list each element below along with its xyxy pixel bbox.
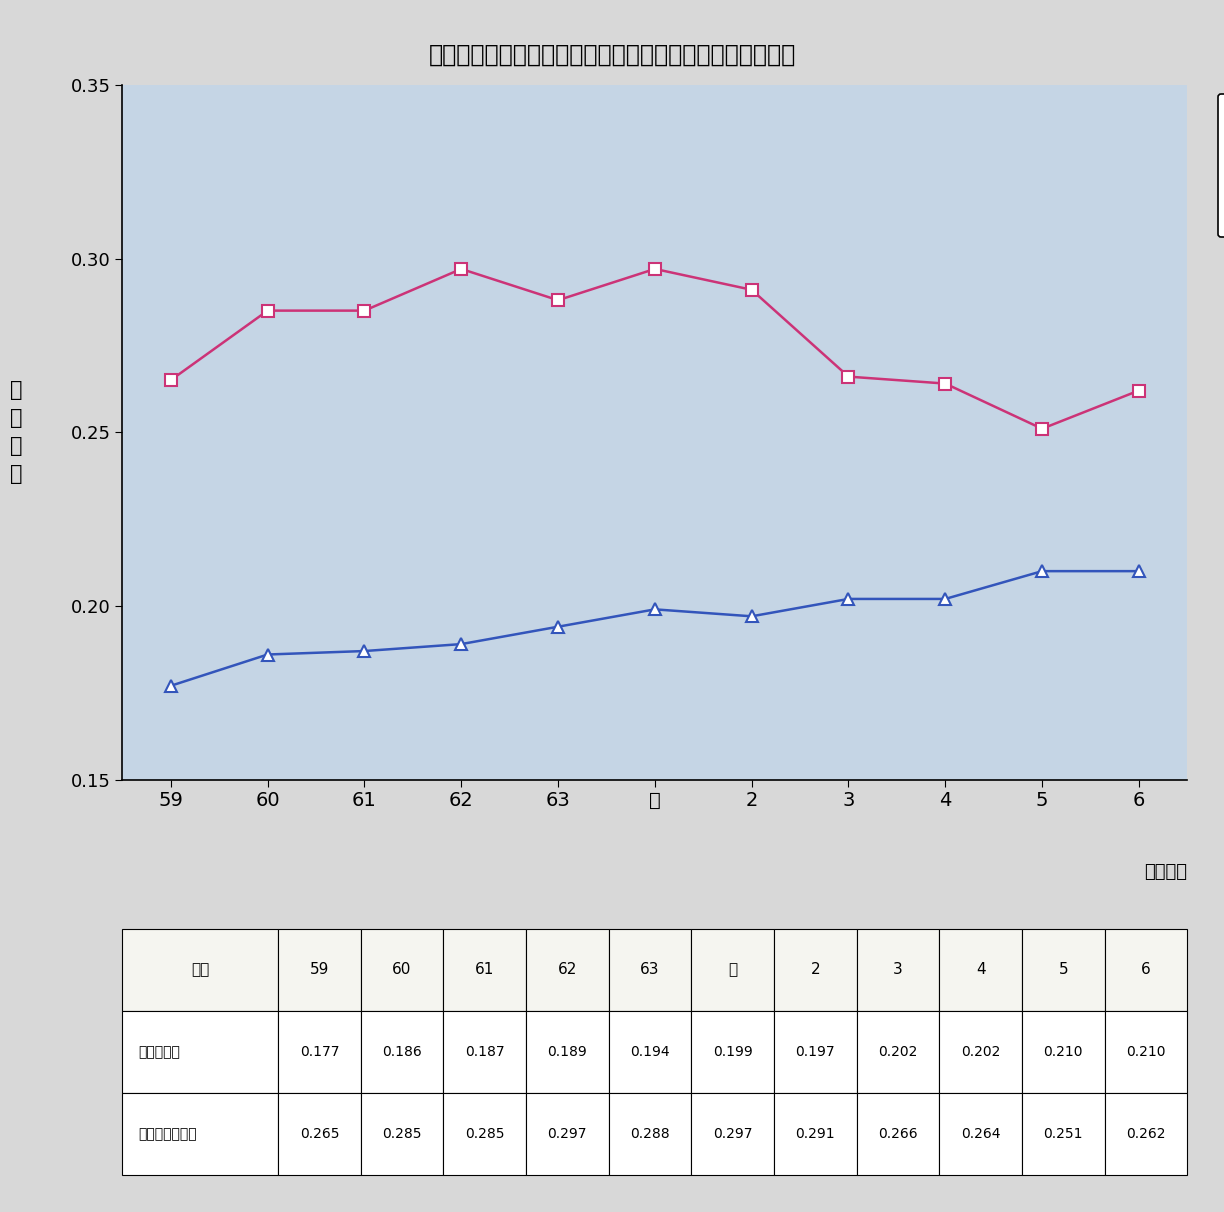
発信情報量 xyxy=(938,591,952,606)
選択可能情報量 xyxy=(841,370,856,384)
発信情報量 xyxy=(1034,564,1049,578)
選択可能情報量 xyxy=(551,293,565,308)
Line: 発信情報量: 発信情報量 xyxy=(164,565,1146,692)
選択可能情報量 xyxy=(744,282,759,297)
選択可能情報量 xyxy=(164,373,179,388)
選択可能情報量 xyxy=(1034,422,1049,436)
発信情報量 xyxy=(454,636,469,651)
発信情報量 xyxy=(164,679,179,693)
発信情報量 xyxy=(841,591,856,606)
選択可能情報量 xyxy=(261,303,275,318)
選択可能情報量 xyxy=(454,262,469,276)
発信情報量 xyxy=(357,644,372,658)
発信情報量 xyxy=(744,610,759,624)
Text: 変
動
係
数: 変 動 係 数 xyxy=(10,381,22,485)
Text: 第１－３－７図　一人当たり情報流通量の変動係数の推移: 第１－３－７図 一人当たり情報流通量の変動係数の推移 xyxy=(428,42,796,67)
Legend: 発信情報量, 選択可能情報量: 発信情報量, 選択可能情報量 xyxy=(1218,93,1224,238)
発信情報量 xyxy=(261,647,275,662)
Line: 選択可能情報量: 選択可能情報量 xyxy=(165,263,1144,434)
Text: （年度）: （年度） xyxy=(1144,863,1187,881)
選択可能情報量 xyxy=(938,376,952,390)
発信情報量 xyxy=(1131,564,1146,578)
選択可能情報量 xyxy=(357,303,372,318)
選択可能情報量 xyxy=(647,262,662,276)
発信情報量 xyxy=(647,602,662,617)
選択可能情報量 xyxy=(1131,383,1146,398)
発信情報量 xyxy=(551,619,565,634)
